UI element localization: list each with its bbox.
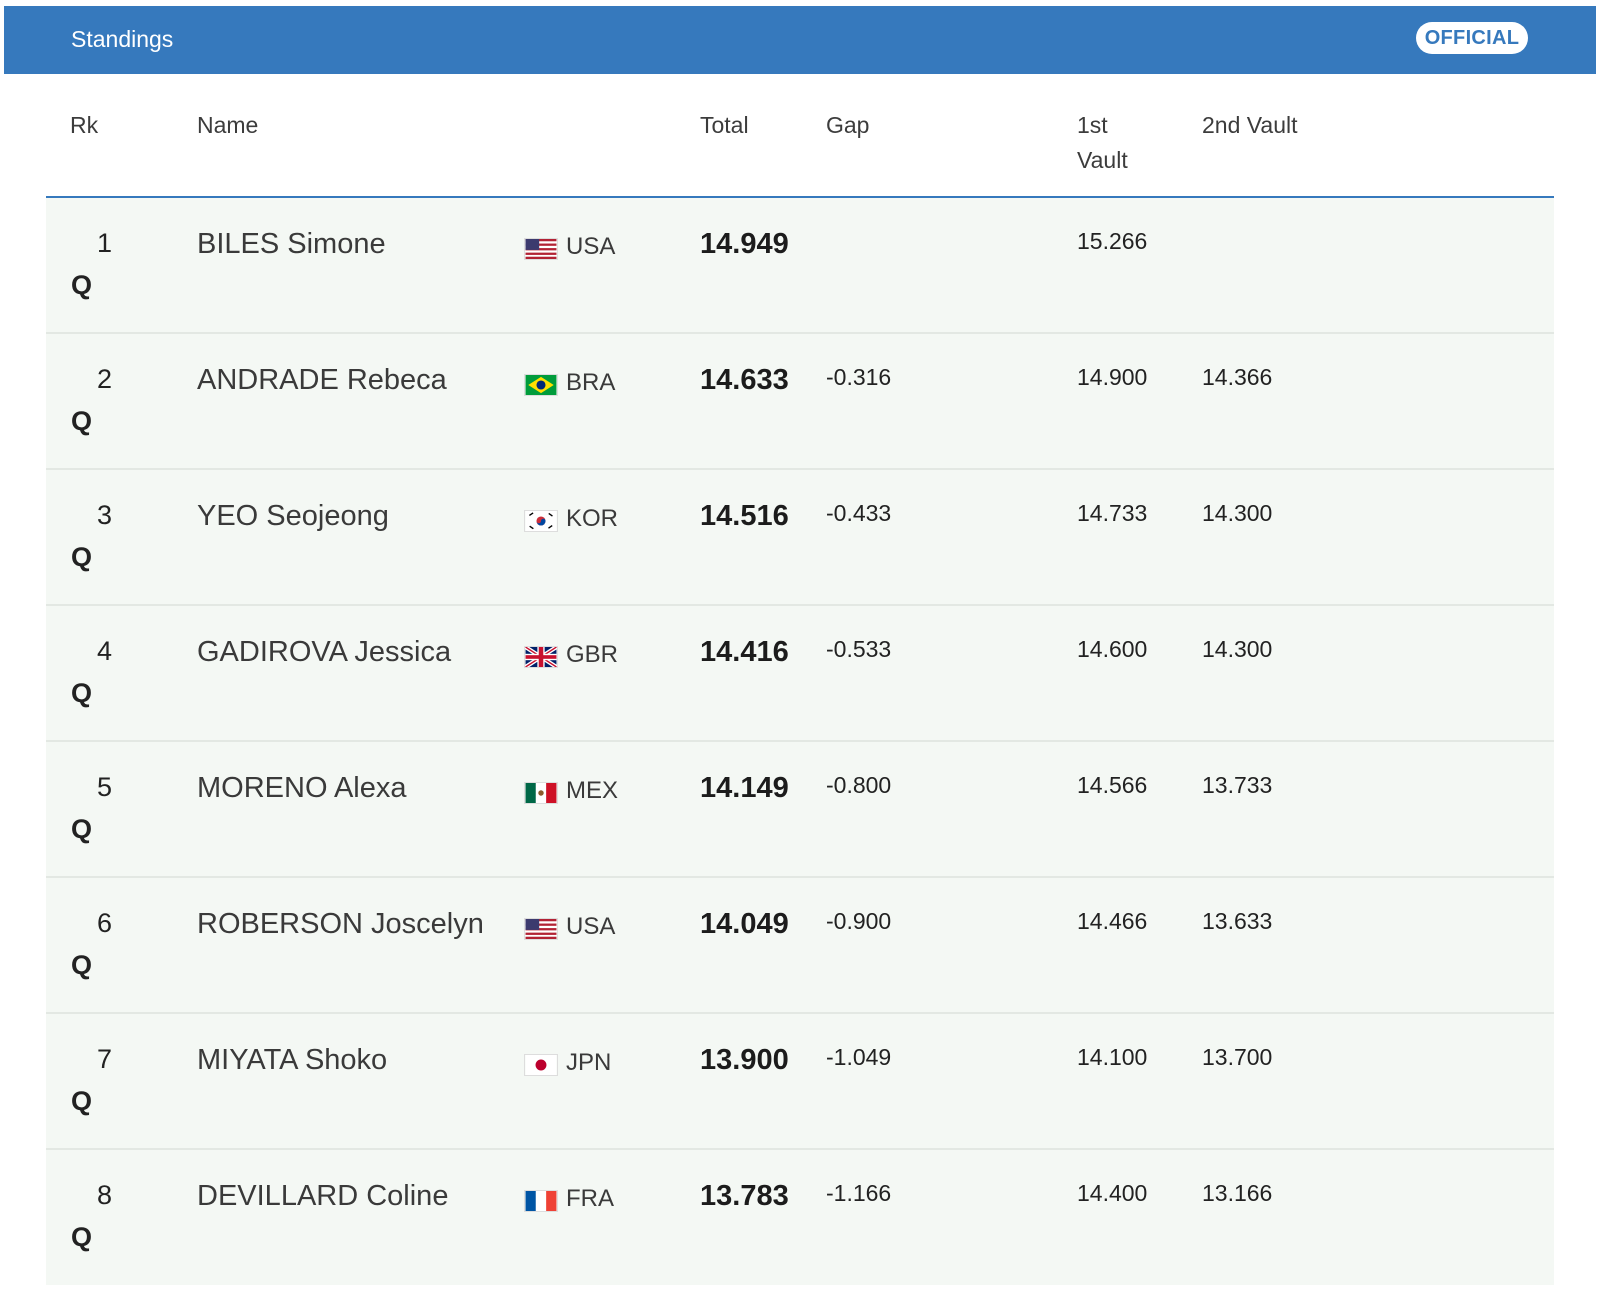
athlete-name[interactable]: ROBERSON Joscelyn [197,908,484,940]
column-header-gap[interactable]: Gap [826,112,870,138]
gap: -0.533 [826,636,892,662]
country-code: MEX [566,777,619,804]
qualified-mark: Q [71,1222,93,1252]
column-header-rank[interactable]: Rk [70,112,99,138]
athlete-name[interactable]: MIYATA Shoko [197,1044,388,1076]
header-divider [46,196,1554,198]
qualified-mark: Q [71,542,93,572]
country-code: KOR [566,505,619,532]
brazil-flag-icon [524,374,558,396]
column-header-vault2[interactable]: 2nd Vault [1202,112,1298,138]
athlete-name[interactable]: DEVILLARD Coline [197,1180,449,1212]
rank: 5 [96,772,112,802]
vault1-score: 14.733 [1077,500,1148,526]
qualified-mark: Q [71,406,93,436]
rank: 2 [96,364,112,394]
rank: 7 [96,1044,112,1074]
korea-flag-icon [524,510,558,532]
country-code: GBR [566,641,619,668]
official-badge: OFFICIAL [1416,22,1528,54]
table-row[interactable]: 6 Q ROBERSON Joscelyn USA 14.049 -0.900 … [46,878,1554,1014]
rank: 1 [96,228,112,258]
rank: 3 [96,500,112,530]
rank: 6 [96,908,112,938]
uk-flag-icon [524,646,558,668]
gap: -1.049 [826,1044,892,1070]
vault1-score: 14.100 [1077,1044,1148,1070]
total-score: 14.149 [700,772,789,804]
vault1-score: 14.566 [1077,772,1148,798]
vault1-score: 14.900 [1077,364,1148,390]
total-score: 14.516 [700,500,789,532]
column-header-vault1-line2: Vault [1077,147,1128,173]
usa-flag-icon [524,918,558,940]
japan-flag-icon [524,1054,558,1076]
table-row[interactable]: 7 Q MIYATA Shoko JPN 13.900 -1.049 14.10… [46,1014,1554,1150]
table-row[interactable]: 3 Q YEO Seojeong KOR 14.516 -0.433 14.73… [46,470,1554,606]
total-score: 14.049 [700,908,789,940]
gap: -0.900 [826,908,892,934]
vault2-score: 13.633 [1202,908,1273,934]
rank: 8 [96,1180,112,1210]
vault1-score: 14.466 [1077,908,1148,934]
athlete-name[interactable]: BILES Simone [197,228,386,260]
country-code: JPN [566,1049,612,1076]
column-header-vault1-line1: 1st [1077,112,1108,138]
gap: -1.166 [826,1180,892,1206]
qualified-mark: Q [71,950,93,980]
vault2-score: 14.300 [1202,500,1273,526]
total-score: 14.633 [700,364,789,396]
vault1-score: 14.400 [1077,1180,1148,1206]
gap: -0.316 [826,364,892,390]
rank: 4 [96,636,112,666]
qualified-mark: Q [71,678,93,708]
vault2-score: 14.300 [1202,636,1273,662]
usa-flag-icon [524,238,558,260]
column-header-vault1[interactable]: 1st Vault [1077,108,1128,178]
total-score: 14.949 [700,228,789,260]
gap: -0.433 [826,500,892,526]
table-row[interactable]: 4 Q GADIROVA Jessica GBR 14.416 -0.533 1… [46,606,1554,742]
qualified-mark: Q [71,1086,93,1116]
france-flag-icon [524,1190,558,1212]
table-row[interactable]: 2 Q ANDRADE Rebeca BRA 14.633 -0.316 14.… [46,334,1554,470]
vault2-score: 13.733 [1202,772,1273,798]
header-title: Standings [71,26,174,52]
total-score: 13.783 [700,1180,789,1212]
qualified-mark: Q [71,814,93,844]
country-code: BRA [566,369,616,396]
vault2-score: 14.366 [1202,364,1273,390]
table-row[interactable]: 8 Q DEVILLARD Coline FRA 13.783 -1.166 1… [46,1150,1554,1285]
total-score: 14.416 [700,636,789,668]
athlete-name[interactable]: ANDRADE Rebeca [197,364,447,396]
gap: -0.800 [826,772,892,798]
country-code: USA [566,913,616,940]
country-code: FRA [566,1185,614,1212]
country-code: USA [566,233,616,260]
vault2-score: 13.700 [1202,1044,1273,1070]
mexico-flag-icon [524,782,558,804]
athlete-name[interactable]: YEO Seojeong [197,500,389,532]
athlete-name[interactable]: GADIROVA Jessica [197,636,452,668]
table-row[interactable]: 1 Q BILES Simone USA 14.949 15.266 [46,198,1554,334]
column-header-name[interactable]: Name [197,112,259,138]
vault1-score: 15.266 [1077,228,1148,254]
standings-table: 1 Q BILES Simone USA 14.949 15.266 2 Q A… [46,198,1554,1285]
table-row[interactable]: 5 Q MORENO Alexa MEX 14.149 -0.800 14.56… [46,742,1554,878]
total-score: 13.900 [700,1044,789,1076]
vault2-score: 13.166 [1202,1180,1273,1206]
vault1-score: 14.600 [1077,636,1148,662]
standings-header: Standings OFFICIAL [4,6,1596,74]
athlete-name[interactable]: MORENO Alexa [197,772,407,804]
qualified-mark: Q [71,270,93,300]
column-header-total[interactable]: Total [700,112,749,138]
